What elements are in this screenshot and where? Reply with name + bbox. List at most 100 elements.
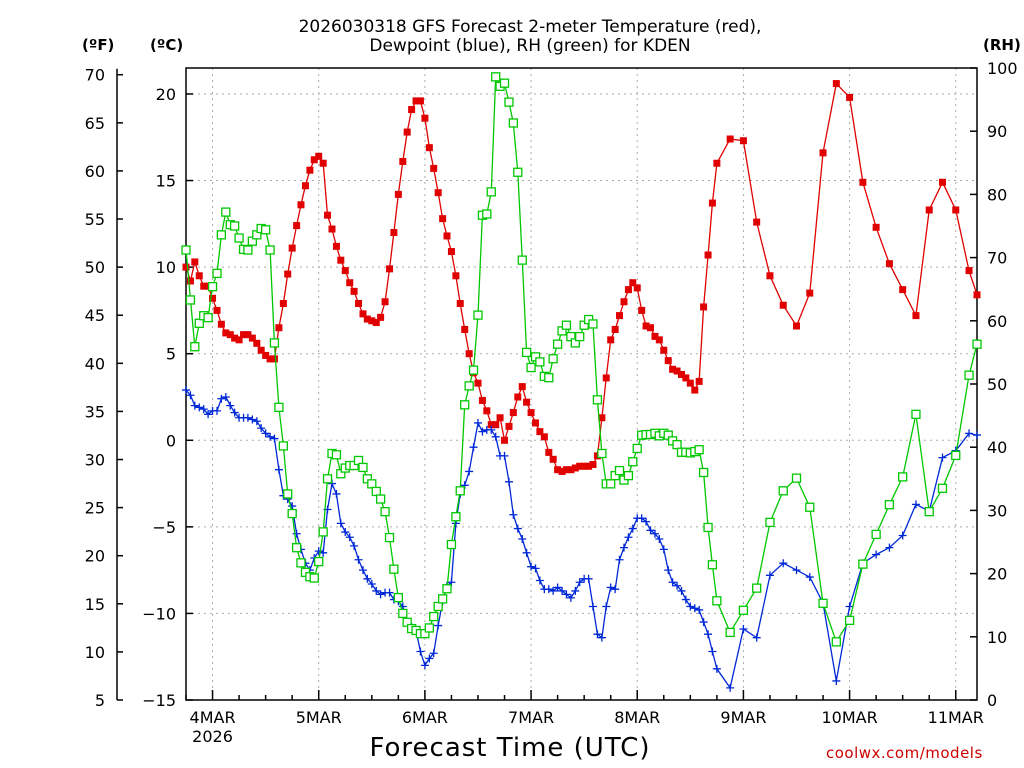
dewpoint-point	[911, 500, 920, 509]
rh-point	[805, 502, 815, 512]
dewpoint-point	[416, 647, 425, 656]
temperature-point	[182, 263, 190, 271]
temperature-point	[262, 351, 270, 359]
fahrenheit-tick-label: 70	[85, 66, 105, 85]
dewpoint-point	[650, 529, 659, 538]
dewpoint-point	[367, 579, 376, 588]
temperature-point	[487, 421, 495, 429]
dewpoint-point	[243, 413, 252, 422]
dewpoint-point	[182, 386, 190, 395]
dewpoint-point	[385, 588, 394, 597]
rh-tick-label: 0	[987, 691, 997, 710]
temperature-point	[779, 301, 787, 309]
rh-point	[614, 465, 625, 476]
temperature-point	[616, 312, 624, 320]
x-tick-label: 5MAR	[296, 708, 342, 727]
celsius-tick-label: 15	[156, 172, 176, 191]
rh-line	[185, 76, 978, 644]
temperature-point	[540, 433, 548, 441]
rh-point	[482, 209, 492, 219]
dewpoint-point	[469, 443, 478, 452]
rh-point	[504, 97, 514, 107]
dewpoint-point	[535, 576, 544, 585]
rh-point	[442, 584, 452, 594]
dewpoint-point	[686, 602, 695, 611]
rh-point	[393, 592, 403, 603]
temperature-point	[514, 393, 522, 401]
x-tick-label: 6MAR	[402, 708, 448, 727]
temperature-point	[607, 336, 615, 344]
rh-point	[358, 462, 368, 473]
credit-link[interactable]: coolwx.com/models	[826, 744, 983, 762]
axes: 5 10 15 20 25 30 35 40 45 50 55 60 65 70 −15 −10 −5 0 5 10 1…	[85, 59, 1018, 746]
temperature-point	[403, 128, 411, 136]
dewpoint-point	[575, 578, 584, 587]
rh-point	[322, 474, 333, 484]
temperature-point	[355, 299, 363, 307]
temperature-point	[899, 286, 907, 294]
temperature-point	[328, 225, 336, 233]
temperature-point	[240, 331, 248, 339]
temperature-point	[248, 334, 256, 342]
rh-point	[561, 320, 572, 330]
rh-point	[738, 605, 749, 615]
rh-point	[460, 400, 470, 410]
celsius-tick-label: 0	[166, 431, 176, 450]
fahrenheit-tick-label: 40	[85, 354, 105, 373]
dewpoint-point	[478, 427, 487, 436]
dewpoint-point	[832, 676, 841, 685]
fahrenheit-tick-label: 20	[85, 547, 105, 566]
rh-tick-label: 40	[987, 438, 1007, 457]
dewpoint-point	[465, 467, 474, 476]
rh-point	[884, 500, 895, 510]
rh-point	[212, 268, 222, 279]
dewpoint-point	[606, 583, 615, 592]
rh-point	[623, 470, 634, 481]
temperature-point	[288, 244, 296, 252]
temperature-point	[235, 336, 243, 344]
rh-point	[283, 489, 293, 499]
temperature-point	[439, 215, 447, 223]
temperature-point	[562, 466, 570, 474]
rh-point	[575, 331, 585, 342]
rh-point	[707, 560, 718, 570]
rh-point	[765, 517, 775, 528]
dewpoint-point	[358, 566, 367, 575]
temperature-point	[704, 251, 712, 259]
rh-point	[398, 608, 408, 619]
temperature-point	[416, 97, 424, 105]
rh-tick-label: 10	[987, 628, 1007, 647]
temperature-point	[695, 377, 703, 385]
dewpoint-point	[531, 564, 540, 573]
rh-point	[384, 532, 395, 543]
rh-point	[181, 245, 191, 255]
rh-point	[632, 443, 642, 454]
temperature-point	[571, 464, 579, 472]
temperature-point	[589, 461, 597, 469]
rh-point	[703, 522, 713, 533]
fahrenheit-tick-label: 55	[85, 210, 105, 229]
rh-point	[375, 494, 386, 504]
temperature-point	[624, 286, 632, 294]
rh-point	[318, 527, 328, 537]
temperature-point	[275, 324, 283, 332]
temperature-point	[753, 218, 761, 226]
temperature-line	[185, 82, 978, 473]
dewpoint-point	[544, 585, 553, 594]
dewpoint-point	[765, 571, 774, 580]
temperature-point	[306, 166, 314, 174]
rh-point	[389, 564, 399, 574]
temperature-point	[213, 306, 221, 314]
dewpoint-point	[204, 410, 213, 419]
rh-point	[265, 245, 275, 255]
dewpoint-point	[363, 574, 372, 583]
fahrenheit-tick-label: 65	[85, 114, 105, 133]
dewpoint-point	[553, 583, 562, 592]
dewpoint-point	[938, 453, 947, 462]
rh-tick-label: 90	[987, 122, 1007, 141]
temperature-point	[793, 322, 801, 330]
chart-title-line-1: 2026030318 GFS Forecast 2-meter Temperat…	[298, 17, 762, 37]
rh-point	[274, 402, 284, 413]
dewpoint-point	[434, 621, 443, 630]
